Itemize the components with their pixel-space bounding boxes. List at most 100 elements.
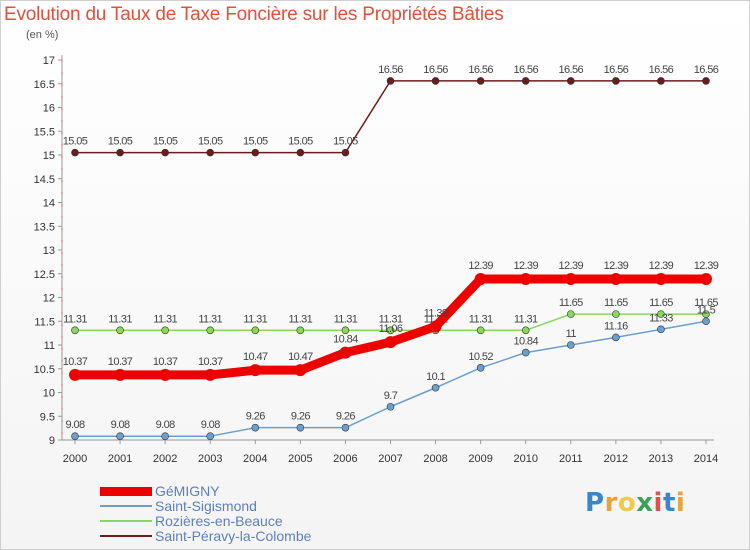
data-point-saint-sigismond <box>476 363 485 372</box>
data-label-gemigny: 10.47 <box>243 351 268 363</box>
data-point-rozieres-en-beauce <box>116 326 124 335</box>
data-point-gemigny <box>339 346 352 359</box>
data-point-rozieres-en-beauce <box>296 326 305 335</box>
data-point-saint-sigismond <box>702 317 710 326</box>
legend-swatch-rozieres-en-beauce <box>100 520 152 522</box>
y-tick-label: 17 <box>43 55 55 67</box>
data-point-rozieres-en-beauce <box>476 326 485 335</box>
data-point-saint-peravy-la-colombe <box>161 148 169 157</box>
logo-letter: i <box>675 488 686 518</box>
x-tick-label: 2000 <box>63 453 87 465</box>
y-tick-label: 14 <box>43 198 55 210</box>
data-label-gemigny: 12.39 <box>604 260 629 272</box>
data-label-saint-sigismond: 11.16 <box>604 320 628 332</box>
data-label-saint-sigismond: 9.26 <box>246 411 265 423</box>
data-point-gemigny <box>700 272 712 285</box>
y-tick-label: 12.5 <box>34 269 55 281</box>
data-label-rozieres-en-beauce: 11.65 <box>604 297 628 309</box>
data-point-saint-sigismond <box>521 348 530 357</box>
data-label-saint-peravy-la-colombe: 16.56 <box>423 64 448 76</box>
data-label-saint-peravy-la-colombe: 16.56 <box>694 64 719 76</box>
data-point-saint-peravy-la-colombe <box>476 77 485 85</box>
data-label-saint-peravy-la-colombe: 16.56 <box>559 64 584 76</box>
data-label-saint-sigismond: 9.26 <box>291 411 310 423</box>
data-point-saint-peravy-la-colombe <box>71 148 79 157</box>
legend-item-gemigny: GéMIGNY <box>100 483 400 499</box>
data-label-rozieres-en-beauce: 11.31 <box>108 313 132 325</box>
data-label-saint-sigismond: 9.08 <box>111 419 130 431</box>
x-tick-label: 2011 <box>559 453 583 465</box>
data-label-rozieres-en-beauce: 11.31 <box>514 313 538 325</box>
data-point-saint-peravy-la-colombe <box>341 148 350 157</box>
proxiti-logo: Proxiti <box>585 488 685 518</box>
x-tick-label: 2001 <box>108 453 132 465</box>
data-point-saint-sigismond <box>566 341 575 349</box>
logo-letter: x <box>636 488 654 518</box>
data-label-saint-sigismond: 10.1 <box>426 371 445 383</box>
legend-item-saint-peravy-la-colombe: Saint-Péravy-la-Colombe <box>100 528 400 544</box>
data-point-gemigny <box>294 364 307 377</box>
legend-label-saint-peravy-la-colombe: Saint-Péravy-la-Colombe <box>155 528 312 544</box>
data-label-saint-sigismond: 9.08 <box>156 419 175 431</box>
data-point-rozieres-en-beauce <box>612 310 620 318</box>
data-label-saint-sigismond: 11.5 <box>697 304 716 316</box>
data-point-gemigny <box>204 368 217 381</box>
data-point-saint-sigismond <box>296 423 305 432</box>
data-label-gemigny: 11.39 <box>424 307 448 319</box>
x-tick-label: 2009 <box>468 453 492 465</box>
data-point-gemigny <box>429 320 442 333</box>
data-label-saint-sigismond: 11 <box>566 328 577 340</box>
logo-letter: o <box>617 488 637 518</box>
logo-letter: t <box>662 488 676 518</box>
data-point-saint-peravy-la-colombe <box>116 148 124 157</box>
data-label-saint-peravy-la-colombe: 15.05 <box>153 136 178 148</box>
data-label-rozieres-en-beauce: 11.31 <box>379 313 403 325</box>
y-tick-label: 16 <box>43 103 55 115</box>
legend: GéMIGNY Saint-Sigismond Rozières-en-Beau… <box>100 483 400 544</box>
logo-letter: r <box>604 488 618 518</box>
legend-swatch-gemigny <box>100 487 152 496</box>
x-tick-label: 2006 <box>333 453 357 465</box>
y-tick-label: 11 <box>44 340 55 352</box>
data-label-saint-sigismond: 9.08 <box>65 419 84 431</box>
data-label-saint-sigismond: 9.26 <box>336 411 355 423</box>
data-point-saint-peravy-la-colombe <box>521 77 530 85</box>
data-label-saint-peravy-la-colombe: 16.56 <box>649 64 674 76</box>
x-tick-label: 2010 <box>513 453 537 465</box>
chart-subtitle: (en %) <box>26 29 59 41</box>
data-label-saint-sigismond: 9.7 <box>384 390 398 402</box>
data-label-gemigny: 12.39 <box>649 260 674 272</box>
data-label-rozieres-en-beauce: 11.31 <box>243 313 267 325</box>
data-point-gemigny <box>474 272 487 285</box>
data-label-saint-peravy-la-colombe: 15.05 <box>243 136 268 148</box>
data-point-saint-sigismond <box>116 432 124 441</box>
data-point-gemigny <box>519 272 532 285</box>
data-label-gemigny: 10.37 <box>198 356 223 368</box>
data-point-saint-sigismond <box>612 333 620 342</box>
logo-letter: P <box>585 488 605 518</box>
chart-title: Evolution du Taux de Taxe Foncière sur l… <box>4 4 504 25</box>
data-point-rozieres-en-beauce <box>386 326 395 335</box>
y-tick-label: 14.5 <box>34 174 55 186</box>
x-tick-label: 2008 <box>423 453 447 465</box>
data-label-saint-sigismond: 10.84 <box>513 336 538 348</box>
y-tick-label: 9.5 <box>40 411 55 423</box>
data-label-rozieres-en-beauce: 11.65 <box>694 297 718 309</box>
data-label-saint-peravy-la-colombe: 16.56 <box>378 64 403 76</box>
data-label-rozieres-en-beauce: 11.31 <box>153 313 177 325</box>
data-label-saint-peravy-la-colombe: 15.05 <box>63 136 88 148</box>
data-label-saint-peravy-la-colombe: 16.56 <box>604 64 629 76</box>
data-label-saint-peravy-la-colombe: 15.05 <box>198 136 223 148</box>
data-label-saint-peravy-la-colombe: 15.05 <box>333 136 358 148</box>
data-label-saint-sigismond: 10.52 <box>468 351 493 363</box>
data-point-saint-peravy-la-colombe <box>386 77 395 85</box>
data-label-gemigny: 10.37 <box>63 356 88 368</box>
legend-label-saint-sigismond: Saint-Sigismond <box>155 498 257 514</box>
data-point-gemigny <box>564 272 577 285</box>
data-label-gemigny: 12.39 <box>559 260 584 272</box>
data-label-saint-peravy-la-colombe: 16.56 <box>468 64 493 76</box>
data-label-saint-sigismond: 9.08 <box>201 419 220 431</box>
data-point-rozieres-en-beauce <box>566 310 575 318</box>
data-point-saint-sigismond <box>206 432 215 441</box>
data-point-saint-peravy-la-colombe <box>702 77 710 85</box>
